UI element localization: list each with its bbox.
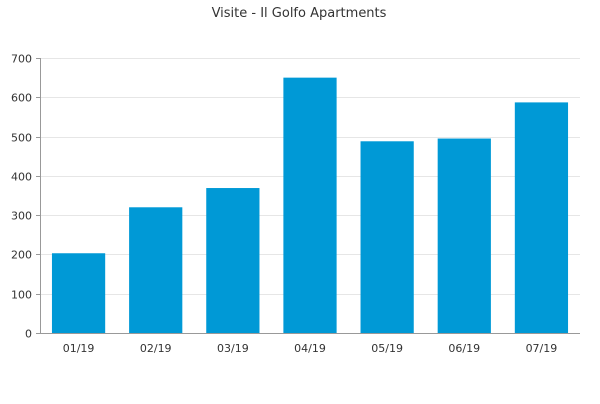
x-tick-label: 05/19: [371, 342, 403, 355]
bar-07-19[interactable]: [514, 102, 569, 334]
y-tick-label: 200: [11, 249, 32, 262]
x-tick-label: 02/19: [140, 342, 172, 355]
y-tick-label: 700: [11, 53, 32, 66]
bar-06-19[interactable]: [437, 138, 491, 333]
y-tick-label: 500: [11, 132, 32, 145]
bars: [51, 77, 569, 334]
bar-05-19[interactable]: [360, 141, 414, 333]
x-tick-label: 07/19: [526, 342, 558, 355]
x-tick-label: 03/19: [217, 342, 249, 355]
y-tick-label: 100: [11, 289, 32, 302]
y-tick-label: 300: [11, 210, 32, 223]
axes: [36, 58, 580, 334]
chart-title: Visite - Il Golfo Apartments: [212, 6, 387, 21]
bar-02-19[interactable]: [129, 207, 183, 333]
bar-04-19[interactable]: [283, 77, 337, 334]
tick-labels: 0 100 200 300 400 500 600 700 01/19 02/19 03/19 04/…: [11, 53, 557, 356]
y-tick-label: 400: [11, 171, 32, 184]
y-tick-label: 600: [11, 92, 32, 105]
bar-01-19[interactable]: [51, 253, 106, 333]
x-tick-label: 01/19: [63, 342, 95, 355]
bar-03-19[interactable]: [206, 188, 260, 333]
x-tick-label: 06/19: [448, 342, 480, 355]
x-tick-label: 04/19: [294, 342, 326, 355]
y-tick-label: 0: [25, 328, 32, 341]
